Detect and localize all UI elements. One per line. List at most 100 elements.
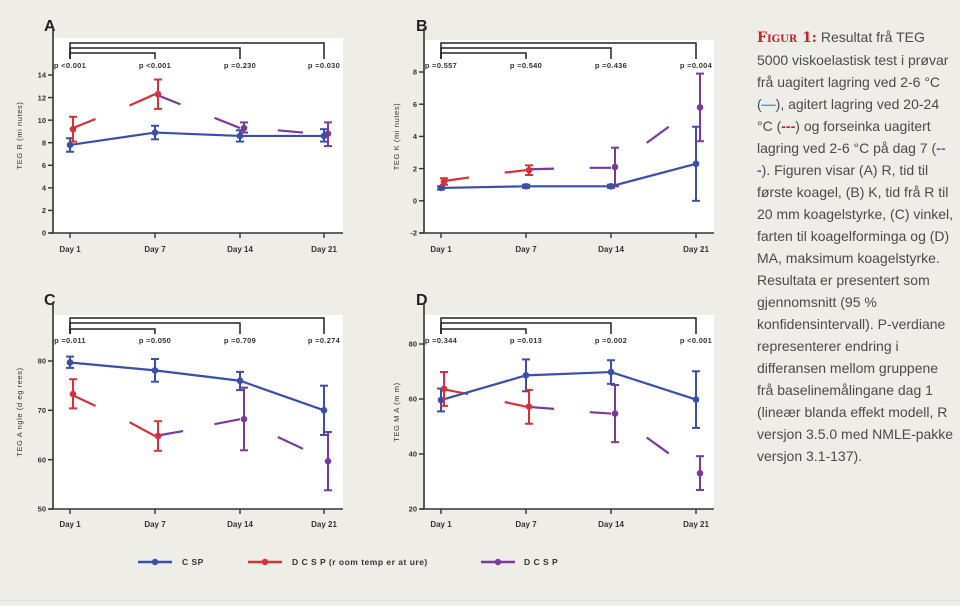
dashed-connector-dcsp-room <box>504 400 527 408</box>
dashed-connector-dcsp-room <box>129 93 156 107</box>
panel-letter: B <box>416 18 428 35</box>
caption-text-2: ), agitert lagring ved 20-24 °C ( <box>757 96 940 134</box>
legend-marker <box>261 558 269 566</box>
data-point-csp <box>66 141 74 149</box>
y-tick-label: 20 <box>409 505 417 514</box>
panel-c: C 50 60 70 80 Day 1 Day 7 Day 14 Day 21 TEG A ngl… <box>15 292 343 529</box>
caption-dcsp-room-symbol: --- <box>781 118 796 134</box>
x-tick-label: Day 1 <box>59 245 81 254</box>
y-tick-label: 2 <box>42 206 46 215</box>
caption-text-4: ). Figuren visar (A) R, tid til første k… <box>757 162 954 464</box>
data-point-dcsp <box>696 469 704 477</box>
data-point-csp <box>437 184 445 192</box>
p-value-label: p =0.004 <box>680 61 713 70</box>
y-axis-title: TEG K (mi nutes) <box>392 103 401 171</box>
data-point-dcsp-room <box>69 125 77 133</box>
legend-label: D C S P <box>524 557 558 567</box>
y-axis-title: TEG R (mi nutes) <box>15 102 24 170</box>
figure-caption: Figur 1: Resultat frå TEG 5000 viskoelas… <box>757 26 957 467</box>
data-point-dcsp-room <box>525 403 533 411</box>
data-point-csp <box>320 407 328 414</box>
data-point-dcsp <box>240 124 248 132</box>
y-tick-label: 6 <box>42 161 46 170</box>
data-point-dcsp-room <box>525 166 533 174</box>
p-value-label: p =0.344 <box>425 336 458 345</box>
x-tick-label: Day 7 <box>515 520 537 529</box>
p-value-label: p =0.557 <box>425 61 457 70</box>
panel-a: A 0 2 4 6 8 10 12 14 Day 1 Day 7 Day 14 Day 21 TEG R … <box>15 18 343 254</box>
panel-letter: C <box>44 292 56 309</box>
figure: A 0 2 4 6 8 10 12 14 Day 1 Day 7 Day 14 Day 21 TEG R … <box>15 18 714 567</box>
y-tick-label: 80 <box>38 357 46 366</box>
p-value-label: p =0.709 <box>224 336 256 345</box>
y-tick-label: 4 <box>413 132 418 141</box>
data-point-dcsp <box>324 130 332 137</box>
caption-text-1: Resultat frå TEG 5000 viskoelastisk test… <box>757 29 949 112</box>
panel-d: D 20 40 60 80 Day 1 Day 7 Day 14 Day 21 TEG M A (… <box>392 292 714 529</box>
dashed-connector-dcsp <box>214 418 241 426</box>
data-point-csp <box>151 367 159 374</box>
legend-label: D C S P (r oom temp er at ure) <box>292 557 428 567</box>
legend-item-dcsp: D C S P <box>481 557 558 567</box>
data-point-dcsp-room <box>154 90 162 98</box>
legend-marker <box>494 558 502 566</box>
y-tick-label: 50 <box>38 505 46 514</box>
p-value-label: p =0.436 <box>595 61 627 70</box>
data-point-dcsp-room <box>440 178 448 185</box>
plot-area <box>424 40 714 233</box>
dashed-connector-dcsp <box>277 129 304 134</box>
data-point-csp <box>692 396 700 403</box>
legend-label: C SP <box>182 557 204 567</box>
y-tick-label: -2 <box>410 229 417 238</box>
plot-area <box>424 315 714 509</box>
x-tick-label: Day 7 <box>144 520 166 529</box>
plot-area <box>53 315 343 509</box>
series-line-csp <box>440 370 697 402</box>
data-point-csp <box>66 359 74 366</box>
p-value-label: p =0.540 <box>510 61 542 70</box>
caption-csp-symbol: — <box>761 96 776 112</box>
p-value-label: p <0.001 <box>54 61 86 70</box>
data-point-csp <box>607 368 615 376</box>
data-point-dcsp <box>611 163 619 171</box>
bottom-divider <box>0 600 960 601</box>
data-point-csp <box>236 377 244 385</box>
x-tick-label: Day 7 <box>144 245 166 254</box>
data-point-dcsp <box>611 410 619 417</box>
legend-marker <box>151 558 159 566</box>
y-tick-label: 60 <box>409 395 417 404</box>
x-tick-label: Day 21 <box>311 520 337 529</box>
y-tick-label: 0 <box>413 197 417 206</box>
dashed-connector-dcsp <box>646 436 670 455</box>
x-tick-label: Day 21 <box>683 245 709 254</box>
x-tick-label: Day 1 <box>430 245 452 254</box>
significance-bracket <box>69 52 156 59</box>
p-value-label: p <0.001 <box>139 61 171 70</box>
y-tick-label: 8 <box>42 138 46 147</box>
p-value-label: p =0.011 <box>54 336 86 345</box>
y-tick-label: 14 <box>38 71 47 80</box>
x-tick-label: Day 14 <box>227 245 253 254</box>
y-tick-label: 40 <box>409 450 417 459</box>
dashed-connector-dcsp-room <box>504 169 527 174</box>
y-tick-label: 6 <box>413 100 417 109</box>
caption-dcsp-symbol: --- <box>757 140 946 178</box>
y-tick-label: 80 <box>409 340 417 349</box>
data-point-dcsp <box>324 457 332 465</box>
p-value-label: p =0.050 <box>139 336 171 345</box>
y-axis-title: TEG A ngle (d eg rees) <box>15 367 24 457</box>
p-value-label: p <0.001 <box>680 336 712 345</box>
x-tick-label: Day 14 <box>598 245 624 254</box>
data-point-dcsp <box>696 104 704 111</box>
significance-bracket <box>440 328 527 334</box>
p-value-label: p =0.013 <box>510 336 542 345</box>
x-tick-label: Day 21 <box>311 245 337 254</box>
data-point-csp <box>522 183 530 190</box>
y-tick-label: 70 <box>38 406 46 415</box>
dashed-connector-dcsp <box>277 435 304 450</box>
p-value-label: p =0.230 <box>224 61 256 70</box>
p-value-label: p =0.002 <box>595 336 627 345</box>
caption-text-3: ) og forseinka uagitert lagring ved 2-6 … <box>757 118 937 156</box>
legend-item-dcsp-room: D C S P (r oom temp er at ure) <box>248 557 428 567</box>
